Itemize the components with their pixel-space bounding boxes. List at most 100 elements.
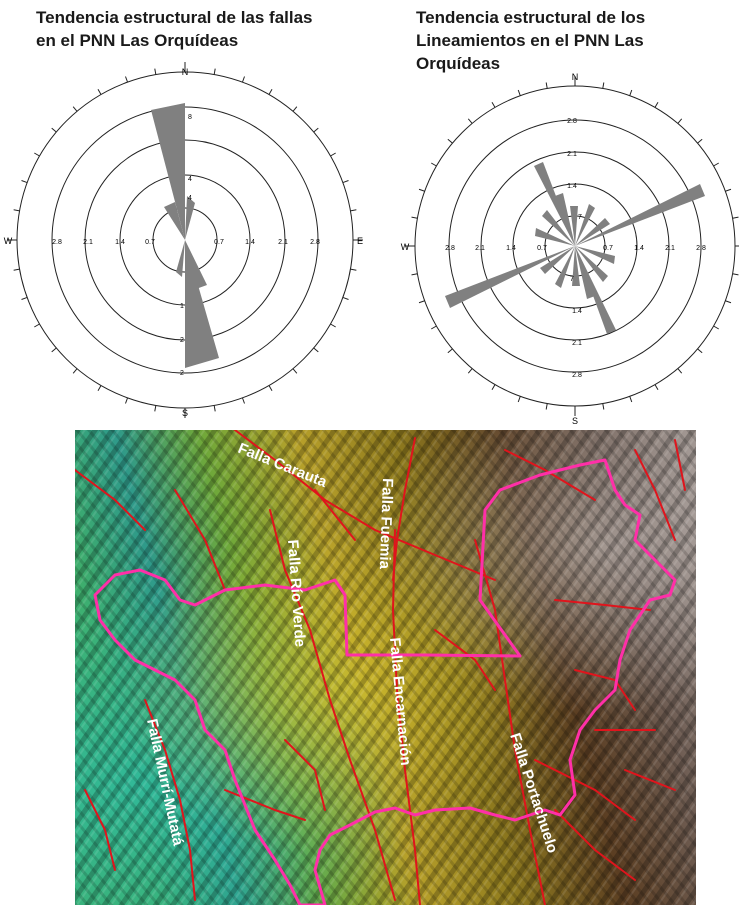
- compass-tick: [21, 180, 28, 184]
- ring-label: 2: [180, 370, 184, 377]
- compass-tick: [34, 323, 40, 328]
- compass-tick: [51, 127, 57, 133]
- rose-left-petal: [185, 240, 207, 289]
- compass-tick: [654, 384, 659, 391]
- ring-label: 1.4: [115, 239, 125, 246]
- compass-tick: [602, 82, 605, 89]
- ring-label: 2: [180, 337, 184, 344]
- fault-line: [534, 759, 636, 821]
- compass-tick: [34, 152, 40, 157]
- ring-label: 2.8: [572, 372, 582, 379]
- ring-label: 0.7: [603, 245, 613, 252]
- compass-tick: [654, 101, 659, 108]
- ring-label: 7: [578, 214, 582, 221]
- compass-tick: [732, 273, 739, 276]
- compass-tick: [241, 76, 245, 83]
- compass-tick: [430, 325, 437, 330]
- compass-tick: [713, 162, 720, 167]
- compass-tick: [72, 106, 78, 112]
- compass-tick: [629, 396, 633, 403]
- compass-tick: [268, 89, 273, 95]
- compass-tick: [268, 385, 273, 391]
- fault-line-rio-verde: [269, 509, 396, 901]
- rose-right-petal: [575, 184, 705, 246]
- fault-line: [554, 599, 651, 611]
- ring-label: 2.8: [310, 239, 320, 246]
- fault-line: [574, 669, 636, 711]
- compass-tick: [629, 89, 633, 96]
- compass-tick: [213, 68, 216, 75]
- compass-tick: [292, 368, 298, 374]
- rose-right-petal: [575, 204, 595, 246]
- fault-line: [75, 469, 146, 531]
- rose-right-petal: [575, 246, 595, 299]
- compass-tick: [313, 127, 319, 133]
- ring-label: 1: [180, 303, 184, 310]
- rose-right-title: Tendencia estructural de los Lineamiento…: [416, 8, 646, 73]
- compass-tick: [13, 209, 20, 212]
- compass-tick: [732, 216, 739, 219]
- fault-line: [674, 439, 686, 491]
- fault-line: [174, 489, 226, 591]
- compass-west-label: W: [401, 242, 410, 252]
- ring-label: 2.1: [665, 245, 675, 252]
- compass-tick: [313, 347, 319, 353]
- compass-tick: [330, 323, 336, 328]
- fault-line-murri-mutata: [144, 699, 196, 901]
- rose-left-petal: [185, 196, 195, 240]
- ring-label: 2.1: [475, 245, 485, 252]
- compass-tick: [677, 118, 683, 124]
- compass-tick: [72, 368, 78, 374]
- rose-left-petal: [151, 103, 185, 240]
- ring-label: 1.4: [572, 308, 582, 315]
- ring-label: 8: [188, 114, 192, 121]
- park-boundary: [93, 458, 677, 905]
- compass-tick: [545, 82, 548, 89]
- ring-label: 1.4: [567, 183, 577, 190]
- compass-east-label: E: [357, 236, 363, 246]
- fault-line: [504, 449, 596, 501]
- rose-right-petal: [570, 206, 578, 246]
- fault-line-carauta: [234, 430, 496, 581]
- rose-right-outer-ring: [414, 85, 736, 407]
- compass-tick: [51, 347, 57, 353]
- compass-tick: [517, 396, 521, 403]
- compass-tick: [697, 348, 703, 354]
- compass-tick: [154, 405, 157, 412]
- fault-line: [624, 769, 676, 791]
- compass-tick: [713, 325, 720, 330]
- compass-tick: [411, 273, 418, 276]
- rose-diagram-lineaments: N S W 7 1.4 2.1 2.8 7 1.4 2.1 2.8 0.7 1.…: [401, 72, 739, 426]
- compass-tick: [13, 268, 20, 271]
- ring-label: 2.1: [572, 340, 582, 347]
- compass-tick: [21, 296, 28, 300]
- fault-line-encarnacion: [391, 529, 421, 905]
- ring-label: 4: [188, 176, 192, 183]
- label-falla-fuemia: Falla Fuemia: [376, 478, 396, 570]
- ring-label: 2.1: [83, 239, 93, 246]
- rose-right-petal: [535, 228, 575, 246]
- compass-tick: [697, 138, 703, 144]
- compass-tick: [447, 138, 453, 144]
- rose-left-title: Tendencia estructural de las fallas en e…: [36, 8, 313, 50]
- rose-right-petal: [572, 246, 580, 286]
- fault-line: [434, 629, 496, 691]
- ring-label: 0.7: [145, 239, 155, 246]
- rose-right-petal: [575, 218, 610, 246]
- compass-south-label: S: [572, 416, 578, 426]
- compass-north-label: N: [572, 72, 579, 82]
- fault-line: [84, 789, 116, 871]
- ring-label: 1.4: [506, 245, 516, 252]
- compass-tick: [241, 397, 245, 404]
- ring-label: 0.7: [537, 245, 547, 252]
- compass-tick: [213, 405, 216, 412]
- compass-tick: [292, 106, 298, 112]
- fault-line: [314, 489, 356, 541]
- rose-left-petal: [164, 202, 185, 240]
- ring-label: 2.8: [567, 118, 577, 125]
- compass-tick: [125, 397, 129, 404]
- ring-label: 2.1: [278, 239, 288, 246]
- compass-tick: [725, 188, 732, 192]
- rose-right-compass-ticks: [405, 76, 739, 416]
- compass-tick: [677, 368, 683, 374]
